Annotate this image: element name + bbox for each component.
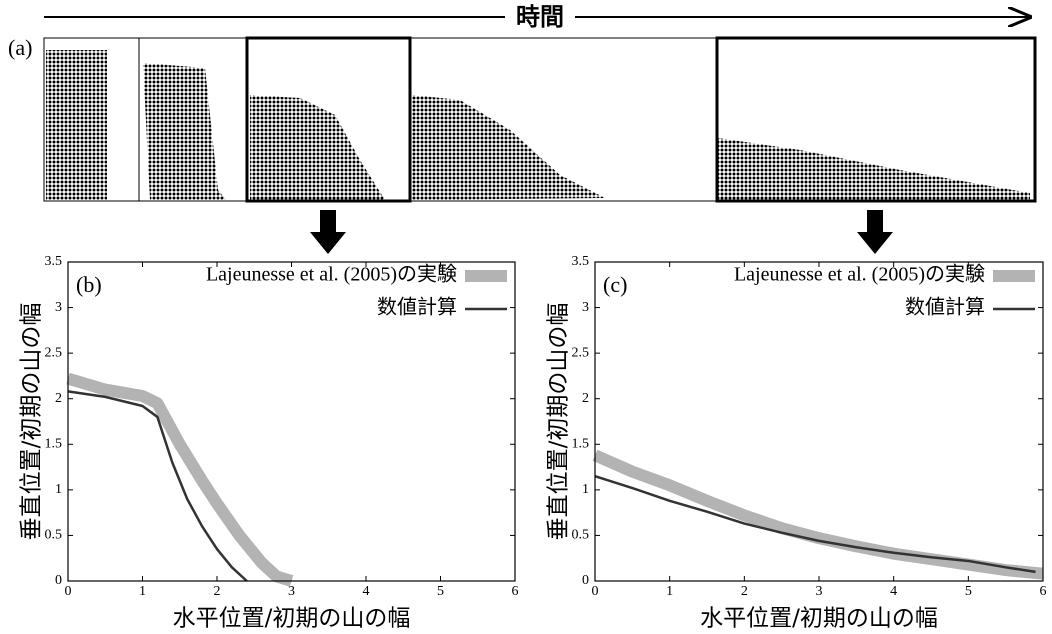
y-tick-label: 3 <box>55 300 62 315</box>
highlight-frame <box>245 36 412 203</box>
x-tick-label: 5 <box>437 584 444 599</box>
x-tick-label: 6 <box>512 584 519 599</box>
series-line <box>67 390 248 582</box>
y-tick-label: 3 <box>582 300 589 315</box>
y-tick-label: 2 <box>55 391 62 406</box>
x-tick-label: 4 <box>890 584 897 599</box>
y-tick-label: 0 <box>582 573 589 588</box>
x-tick-label: 4 <box>363 584 370 599</box>
series-line <box>66 372 294 587</box>
y-tick-label: 2.5 <box>45 345 63 360</box>
y-tick-label: 1 <box>582 482 589 497</box>
title-bg <box>505 4 575 30</box>
panel-label: (a) <box>8 35 32 60</box>
x-tick-label: 6 <box>1040 584 1047 599</box>
particles <box>143 63 226 200</box>
down-arrow <box>857 210 893 254</box>
y-tick-label: 0.5 <box>572 528 590 543</box>
time-title: 時間 <box>516 3 564 31</box>
x-axis-label: 水平位置/初期の山の幅 <box>173 606 411 632</box>
plot-frame <box>67 261 516 582</box>
x-tick-label: 2 <box>214 584 221 599</box>
panel-label: (b) <box>76 272 102 297</box>
x-tick-label: 2 <box>741 584 748 599</box>
panel-label: (c) <box>603 272 627 297</box>
y-tick-label: 3.5 <box>45 254 63 269</box>
series-line <box>594 474 1036 574</box>
x-tick-label: 3 <box>816 584 823 599</box>
x-tick-label: 1 <box>139 584 146 599</box>
particles <box>718 138 1030 200</box>
particles <box>250 95 385 200</box>
y-axis-label: 垂直位置/初期の山の幅 <box>546 303 572 541</box>
legend-label: 数値計算 <box>905 296 985 319</box>
y-tick-label: 2.5 <box>572 345 590 360</box>
y-axis-label: 垂直位置/初期の山の幅 <box>19 303 45 541</box>
x-tick-label: 0 <box>592 584 599 599</box>
particles <box>46 50 107 200</box>
y-tick-label: 3.5 <box>572 254 590 269</box>
snapshots <box>43 36 1037 203</box>
x-tick-label: 1 <box>666 584 673 599</box>
legend-label: Lajeunesse et al. (2005)の実験 <box>206 263 457 286</box>
y-tick-label: 1.5 <box>45 437 63 452</box>
y-tick-label: 0.5 <box>45 528 63 543</box>
down-arrow <box>310 210 346 254</box>
highlight-frame <box>715 36 1037 203</box>
y-tick-label: 0 <box>55 573 62 588</box>
particles <box>412 95 605 200</box>
x-axis-label: 水平位置/初期の山の幅 <box>700 606 938 632</box>
plot-frame <box>594 261 1044 582</box>
y-tick-label: 2 <box>582 391 589 406</box>
y-tick-label: 1.5 <box>572 437 590 452</box>
x-tick-label: 0 <box>65 584 72 599</box>
legend-label: 数値計算 <box>377 296 457 319</box>
legend-label: Lajeunesse et al. (2005)の実験 <box>734 263 985 286</box>
x-tick-label: 3 <box>288 584 295 599</box>
series-line <box>592 449 1044 580</box>
x-tick-label: 5 <box>965 584 972 599</box>
y-tick-label: 1 <box>55 482 62 497</box>
